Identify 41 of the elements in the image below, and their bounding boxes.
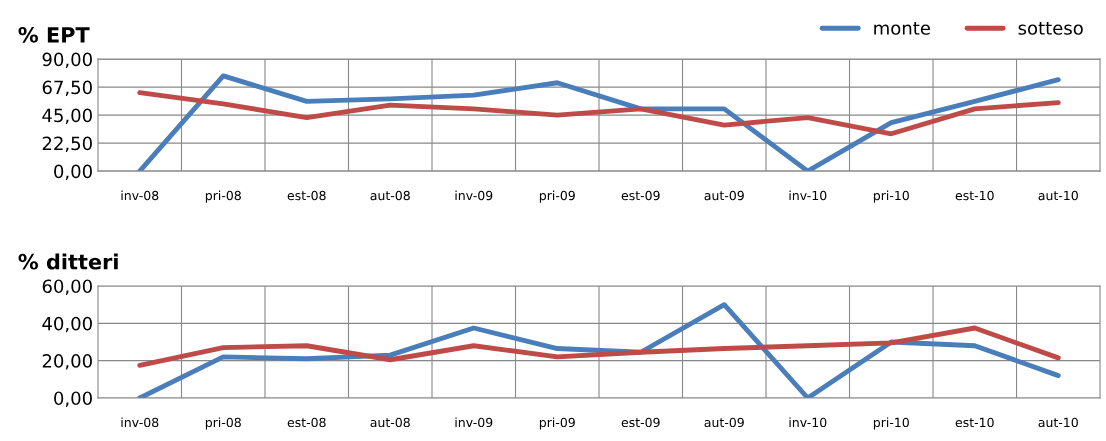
y-tick-label: 67,50 [42,80,92,97]
y-tick-label: 40,00 [42,316,92,333]
x-tick-label: est-09 [621,190,660,201]
y-tick-label: 45,00 [42,108,92,125]
x-tick-label: inv-09 [455,190,493,201]
x-tick-label: pri-08 [205,190,241,203]
x-tick-label: aut-08 [370,190,410,201]
y-tick-label: 90,00 [42,52,92,69]
y-tick-label: 0,00 [54,164,92,181]
x-tick-label: inv-10 [789,190,827,201]
legend-label: monte [874,21,930,35]
line-series [137,302,1061,398]
x-tick-label: aut-08 [370,417,410,428]
y-tick-label: 60,00 [42,279,92,295]
x-tick-label: aut-10 [1038,190,1078,201]
line-series [137,90,1061,137]
line-series [137,73,1061,172]
x-tick-label: inv-08 [121,190,159,201]
x-tick-label: pri-09 [539,190,575,203]
x-tick-label: inv-10 [789,417,827,428]
x-tick-label: inv-08 [121,417,159,428]
x-tick-label: pri-09 [539,417,575,430]
x-tick-label: est-08 [287,190,326,201]
y-tick-label: 22,50 [42,136,92,153]
x-tick-label: est-09 [621,417,660,428]
x-tick-label: aut-09 [704,190,744,201]
chart-title: % EPT [18,26,90,43]
x-tick-label: aut-10 [1038,417,1078,428]
x-tick-label: aut-09 [704,417,744,428]
x-tick-label: pri-10 [873,417,909,430]
legend-label: sotteso [1018,21,1083,35]
x-tick-label: est-08 [287,417,326,428]
x-tick-label: inv-09 [455,417,493,428]
x-tick-label: pri-10 [873,190,909,203]
x-tick-label: est-10 [955,190,994,201]
y-tick-label: 0,00 [54,391,92,407]
x-tick-label: est-10 [955,417,994,428]
line-series [137,325,1061,368]
x-tick-label: pri-08 [205,417,241,430]
chart-title: % ditteri [18,253,118,270]
y-tick-label: 20,00 [42,354,92,370]
